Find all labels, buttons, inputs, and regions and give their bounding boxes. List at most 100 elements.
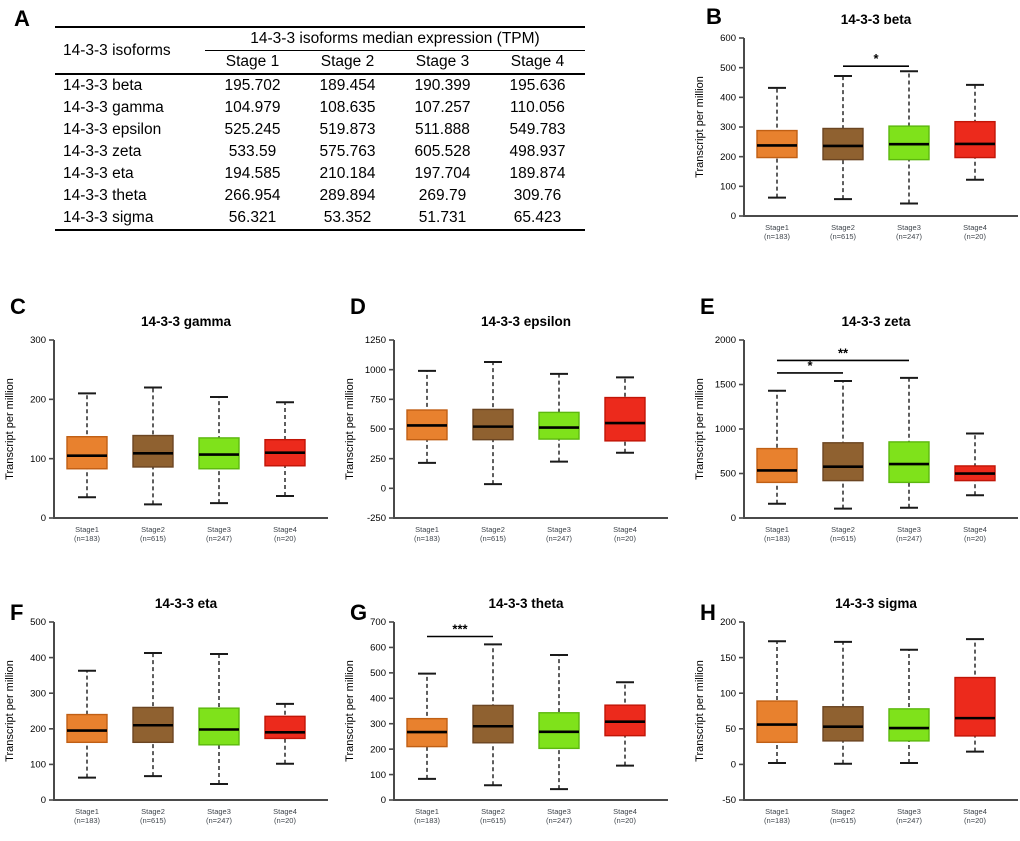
boxplot-epsilon: 14-3-3 epsilon Transcript per million -250…: [340, 306, 670, 558]
boxplot-sigma: 14-3-3 sigma Transcript per million -50 0 50…: [690, 588, 1020, 840]
x-tick-label-n: (n=615): [480, 816, 507, 825]
y-tick-label: 300: [720, 122, 736, 133]
box-Stage3: [198, 707, 240, 746]
chart-canvas: 14-3-3 gamma Transcript per million 0 100 20…: [4, 314, 328, 543]
x-tick-label-n: (n=20): [964, 816, 986, 825]
value-cell: 519.873: [319, 121, 376, 138]
x-tick-label-n: (n=615): [140, 534, 167, 543]
table-row: 14-3-3 sigma 56.321 53.352 51.731 65.423: [55, 207, 585, 230]
panel-label-C: C: [10, 294, 26, 319]
x-tick-label-n: (n=183): [764, 534, 791, 543]
chart-title: 14-3-3 beta: [841, 12, 912, 27]
chart-title: 14-3-3 zeta: [841, 314, 911, 329]
x-tick-label-n: (n=183): [764, 232, 791, 241]
y-tick-label: 750: [370, 395, 386, 406]
table-row: 14-3-3 gamma 104.979 108.635 107.257 110.056: [55, 97, 585, 119]
x-tick-label-stage: Stage1: [75, 807, 99, 816]
table-body: 14-3-3 beta 195.702 189.454 190.399 195.636 1…: [55, 74, 585, 230]
value-cell: 194.585: [224, 165, 281, 182]
box-Stage2: [822, 442, 864, 482]
x-tick-label-stage: Stage4: [613, 525, 637, 534]
value-cell: 533.59: [228, 143, 277, 160]
chart-canvas: 14-3-3 sigma Transcript per million -50 0 50…: [694, 596, 1018, 825]
chart-canvas: 14-3-3 beta Transcript per million 0 100 200…: [694, 12, 1018, 241]
y-tick-label: 400: [30, 653, 46, 664]
value-cell: 195.702: [224, 77, 281, 94]
x-tick-label-n: (n=247): [206, 534, 233, 543]
box-Stage3: [888, 441, 930, 484]
y-tick-label: 50: [725, 724, 736, 735]
x-tick-label-n: (n=247): [546, 534, 573, 543]
x-tick-label-stage: Stage3: [207, 807, 231, 816]
x-tick-label-n: (n=247): [896, 232, 923, 241]
x-tick-label-n: (n=615): [830, 534, 857, 543]
sig-label: *: [873, 51, 879, 66]
chart-canvas: 14-3-3 theta Transcript per million 0 100 20…: [344, 596, 668, 825]
box-Stage4: [954, 676, 996, 737]
y-tick-label: 500: [720, 63, 736, 74]
panel-G: G 14-3-3 theta Transcript per million 0 100…: [340, 580, 670, 841]
value-cell: 549.783: [509, 121, 566, 138]
y-tick-label: 500: [720, 469, 736, 480]
isoform-name-cell: 14-3-3 gamma: [63, 99, 164, 116]
x-tick-label-stage: Stage2: [831, 807, 855, 816]
table-group-header: 14-3-3 isoforms median expression (TPM): [205, 27, 585, 51]
x-tick-label-n: (n=615): [140, 816, 167, 825]
x-tick-label-n: (n=20): [274, 816, 296, 825]
box-Stage2: [132, 434, 174, 468]
y-tick-label: 500: [370, 668, 386, 679]
panel-label-B: B: [706, 4, 722, 29]
y-tick-label: 1000: [715, 424, 736, 435]
x-tick-label-n: (n=615): [480, 534, 507, 543]
box-Stage3: [538, 411, 580, 440]
y-tick-label: -250: [367, 513, 386, 524]
x-tick-label-stage: Stage2: [141, 525, 165, 534]
value-cell: 110.056: [510, 99, 565, 116]
x-tick-label-n: (n=615): [830, 232, 857, 241]
x-tick-label-stage: Stage1: [765, 525, 789, 534]
value-cell: 104.979: [224, 99, 281, 116]
y-tick-label: -50: [722, 795, 736, 806]
y-tick-label: 0: [381, 795, 386, 806]
boxplot-beta: 14-3-3 beta Transcript per million 0 100 200…: [690, 4, 1020, 256]
y-tick-label: 600: [370, 643, 386, 654]
y-tick-label: 200: [720, 617, 736, 628]
y-tick-label: 250: [370, 454, 386, 465]
boxplot-eta: 14-3-3 eta Transcript per million 0 100 200 3…: [0, 588, 330, 840]
x-tick-label-stage: Stage3: [897, 525, 921, 534]
y-axis-label: Transcript per million: [4, 378, 16, 480]
box-Stage1: [66, 436, 108, 470]
y-tick-label: 500: [370, 424, 386, 435]
y-tick-label: 100: [370, 770, 386, 781]
table-header: 14-3-3 isoforms 14-3-3 isoforms median e…: [55, 27, 585, 75]
y-tick-label: 150: [720, 653, 736, 664]
x-tick-label-stage: Stage4: [963, 223, 987, 232]
y-tick-label: 0: [731, 211, 736, 222]
sig-label: *: [807, 358, 813, 373]
table-row: 14-3-3 theta 266.954 289.894 269.79 309.76: [55, 185, 585, 207]
y-tick-label: 200: [30, 724, 46, 735]
table-row: 14-3-3 beta 195.702 189.454 190.399 195.636: [55, 74, 585, 97]
chart-title: 14-3-3 sigma: [835, 596, 917, 611]
x-tick-label-n: (n=20): [274, 534, 296, 543]
x-tick-label-n: (n=20): [614, 816, 636, 825]
panel-H: H 14-3-3 sigma Transcript per million -50 0…: [690, 580, 1020, 841]
y-tick-label: 0: [731, 513, 736, 524]
panel-E: E 14-3-3 zeta Transcript per million 0 500 1…: [690, 290, 1020, 580]
x-tick-label-stage: Stage2: [831, 223, 855, 232]
y-tick-label: 200: [30, 395, 46, 406]
x-tick-label-stage: Stage2: [481, 807, 505, 816]
box-Stage4: [954, 120, 996, 159]
y-tick-label: 100: [720, 182, 736, 193]
y-tick-label: 400: [370, 693, 386, 704]
column-header-stage-1: Stage 1: [205, 50, 300, 75]
y-axis-label: Transcript per million: [694, 378, 706, 480]
panel-A: A 14-3-3 isoforms 14-3-3 isoforms median…: [0, 0, 660, 290]
chart-title: 14-3-3 theta: [488, 596, 564, 611]
y-tick-label: 0: [41, 795, 46, 806]
x-tick-label-stage: Stage1: [415, 807, 439, 816]
value-cell: 605.528: [414, 143, 471, 160]
isoform-name-cell: 14-3-3 eta: [63, 165, 134, 182]
x-tick-label-n: (n=615): [830, 816, 857, 825]
panel-C: C 14-3-3 gamma Transcript per million 0 100…: [0, 290, 330, 580]
